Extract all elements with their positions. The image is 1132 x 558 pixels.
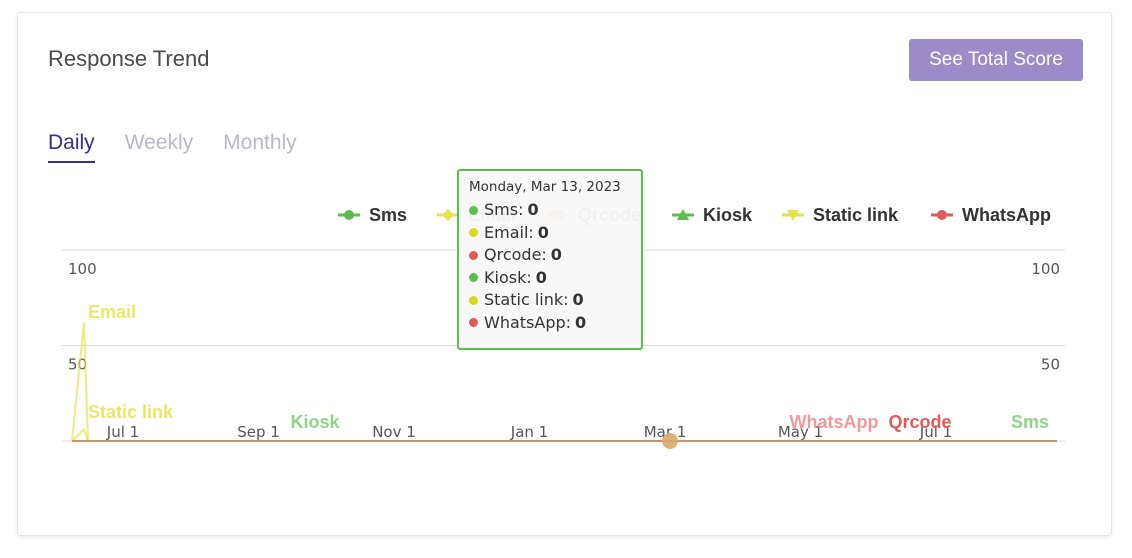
tooltip-dot (469, 205, 478, 215)
tooltip-series-value: 0 (537, 222, 549, 242)
series-end-label: Static link (88, 402, 174, 422)
legend-marker-circle (344, 210, 354, 220)
tooltip-dot (469, 318, 478, 328)
tooltip-series-value: 0 (572, 290, 584, 309)
legend-marker-diamond (442, 209, 454, 221)
tooltip-row-email: Email: 0 (469, 222, 631, 245)
legend-marker-triangle-down (787, 210, 799, 221)
legend-marker-circle (937, 210, 947, 220)
y-tick-label-left: 50 (68, 356, 87, 374)
tab-weekly[interactable]: Weekly (124, 131, 194, 154)
tooltip-series-name: Kiosk: (484, 267, 532, 287)
x-tick-label: Jul 1 (106, 423, 139, 441)
tooltip-row-sms: Sms: 0 (469, 199, 631, 222)
legend-label-static-link: Static link (813, 205, 899, 225)
period-tabs: Daily Weekly Monthly (48, 131, 297, 163)
x-tick-label: May 1 (778, 423, 823, 441)
tooltip-series-value: 0 (575, 312, 587, 332)
legend-marker-triangle-up (677, 209, 689, 220)
tooltip-row-qrcode: Qrcode: 0 (469, 244, 631, 267)
legend-label-whatsapp: WhatsApp (962, 205, 1051, 225)
tooltip-dot (469, 273, 478, 283)
legend-label-sms: Sms (369, 205, 407, 225)
tooltip-series-value: 0 (535, 267, 547, 287)
tooltip-date: Monday, Mar 13, 2023 (469, 179, 621, 195)
x-tick-label: Sep 1 (237, 423, 280, 441)
tooltip-series-name: Email: (484, 222, 534, 242)
tooltip-series-name: Static link: (484, 290, 569, 309)
tooltip-series-name: Sms: (484, 200, 524, 219)
tooltip-dot (469, 250, 478, 260)
x-tick-label: Nov 1 (372, 423, 416, 441)
legend-label-kiosk: Kiosk (703, 205, 753, 225)
chart-tooltip: Monday, Mar 13, 2023 Sms: 0 Email: 0 Qrcode:… (457, 169, 643, 350)
tooltip-series-value: 0 (527, 200, 539, 219)
series-end-label: WhatsApp (790, 412, 879, 432)
y-tick-label-left: 100 (68, 260, 97, 278)
tab-daily[interactable]: Daily (48, 131, 95, 163)
tooltip-series-name: WhatsApp: (484, 312, 572, 332)
card-title: Response Trend (48, 46, 210, 71)
tab-monthly[interactable]: Monthly (223, 131, 297, 154)
series-end-label: Email (88, 302, 136, 322)
x-tick-label: Jul 1 (919, 423, 952, 441)
tooltip-row-whatsapp: WhatsApp: 0 (469, 312, 631, 335)
tooltip-row-static-link: Static link: 0 (469, 289, 631, 312)
tooltip-dot (469, 228, 478, 238)
hover-marker (662, 433, 678, 449)
tooltip-dot (469, 295, 478, 305)
x-tick-label: Jan 1 (510, 423, 548, 441)
tooltip-series-name: Qrcode: (484, 245, 547, 264)
tooltip-series-value: 0 (550, 245, 562, 264)
series-end-label: Sms (1011, 412, 1049, 432)
y-tick-label-right: 50 (1041, 356, 1060, 374)
series-end-label: Qrcode (888, 412, 951, 432)
y-tick-label-right: 100 (1031, 260, 1060, 278)
see-total-score-button[interactable]: See Total Score (909, 39, 1083, 81)
response-trend-card: Response Trend See Total Score Daily Wee… (17, 12, 1112, 536)
series-end-label: Kiosk (290, 412, 340, 432)
tooltip-row-kiosk: Kiosk: 0 (469, 267, 631, 290)
